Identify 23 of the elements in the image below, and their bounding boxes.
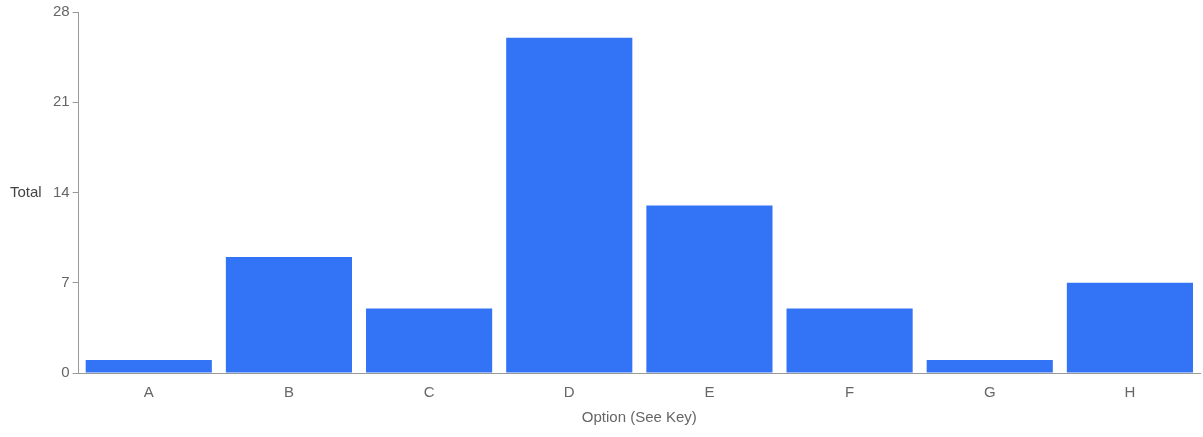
- bar: [926, 360, 1053, 373]
- x-tick-label: C: [423, 383, 435, 401]
- x-tick-label: F: [845, 383, 855, 401]
- x-tick-label: A: [143, 383, 154, 401]
- bar: [85, 360, 212, 373]
- bar: [1066, 282, 1193, 373]
- x-tick-label: B: [283, 383, 294, 401]
- bar: [225, 256, 353, 373]
- x-tick-label: H: [1124, 383, 1136, 401]
- y-tick-label: 0: [61, 363, 70, 381]
- bar: [646, 205, 773, 373]
- bar: [786, 308, 913, 373]
- x-axis-title: Option (See Key): [581, 408, 697, 426]
- x-tick-label: E: [704, 383, 715, 401]
- x-tick-label: D: [563, 383, 575, 401]
- y-tick-label: 7: [61, 272, 70, 290]
- bar: [506, 37, 633, 373]
- y-tick-label: 21: [53, 92, 70, 110]
- y-tick-label: 28: [53, 2, 70, 20]
- y-tick-label: 14: [53, 182, 70, 200]
- bar: [366, 308, 493, 373]
- y-axis-title: Total: [10, 182, 42, 200]
- x-tick-label: G: [983, 383, 996, 401]
